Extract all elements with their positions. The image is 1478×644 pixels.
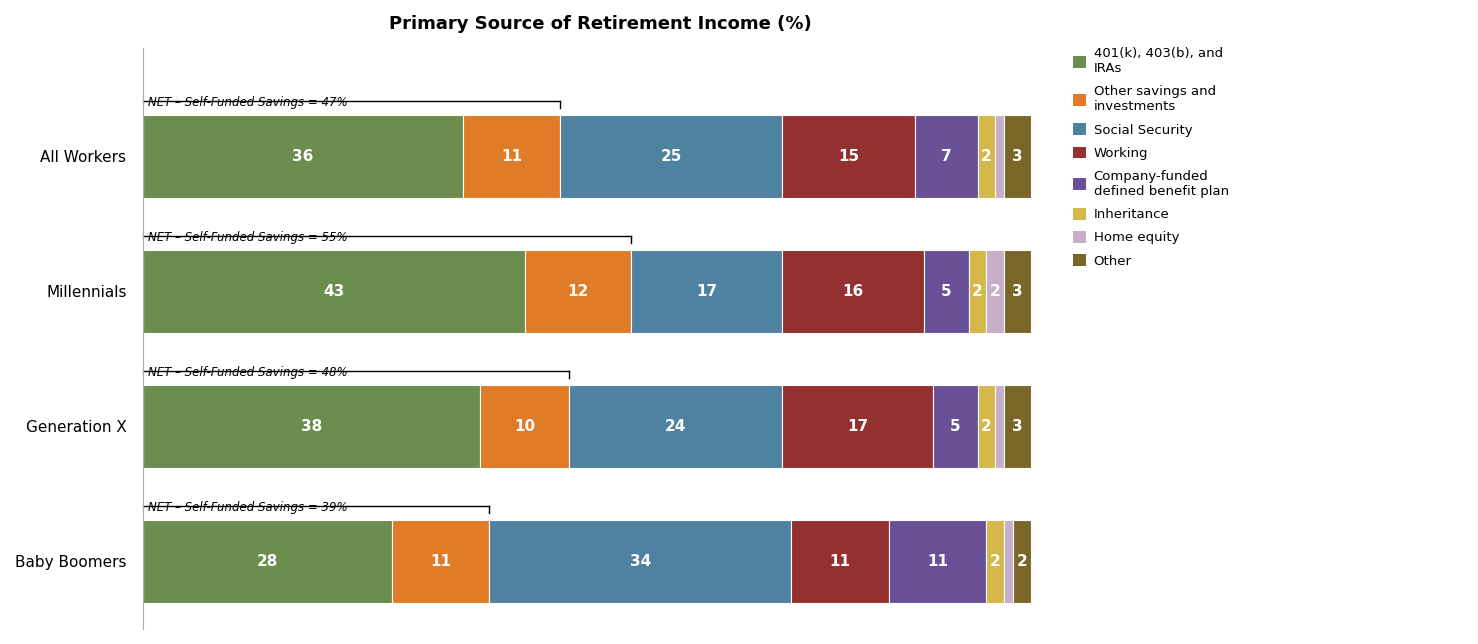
Bar bbox=[1004, 520, 1012, 603]
Bar bbox=[143, 520, 392, 603]
Bar bbox=[489, 520, 791, 603]
Text: 3: 3 bbox=[1012, 419, 1023, 434]
Text: 25: 25 bbox=[661, 149, 681, 164]
Legend: 401(k), 403(b), and
IRAs, Other savings and
investments, Social Security, Workin: 401(k), 403(b), and IRAs, Other savings … bbox=[1069, 43, 1233, 272]
Text: 12: 12 bbox=[568, 284, 588, 299]
Text: 2: 2 bbox=[1017, 554, 1027, 569]
Bar bbox=[977, 115, 995, 198]
Bar bbox=[143, 115, 463, 198]
Text: 24: 24 bbox=[665, 419, 686, 434]
Text: 5: 5 bbox=[950, 419, 961, 434]
Bar bbox=[995, 384, 1004, 468]
Text: 11: 11 bbox=[829, 554, 850, 569]
Bar bbox=[463, 115, 560, 198]
Bar bbox=[782, 250, 924, 334]
Text: NET – Self-Funded Savings = 55%: NET – Self-Funded Savings = 55% bbox=[148, 231, 347, 244]
Bar bbox=[560, 115, 782, 198]
Text: 3: 3 bbox=[1012, 284, 1023, 299]
Bar bbox=[480, 384, 569, 468]
Text: 36: 36 bbox=[293, 149, 313, 164]
Text: 11: 11 bbox=[501, 149, 522, 164]
Bar bbox=[1004, 384, 1030, 468]
Bar bbox=[791, 520, 888, 603]
Bar bbox=[631, 250, 782, 334]
Text: 43: 43 bbox=[324, 284, 344, 299]
Bar bbox=[1004, 250, 1030, 334]
Bar bbox=[888, 520, 986, 603]
Bar bbox=[986, 520, 1004, 603]
Text: 38: 38 bbox=[302, 419, 322, 434]
Bar bbox=[995, 115, 1004, 198]
Text: 15: 15 bbox=[838, 149, 859, 164]
Bar bbox=[1012, 520, 1030, 603]
Text: 3: 3 bbox=[1012, 149, 1023, 164]
Bar bbox=[1004, 115, 1030, 198]
Text: 5: 5 bbox=[941, 284, 952, 299]
Bar bbox=[977, 384, 995, 468]
Text: NET – Self-Funded Savings = 47%: NET – Self-Funded Savings = 47% bbox=[148, 96, 347, 109]
Text: NET – Self-Funded Savings = 48%: NET – Self-Funded Savings = 48% bbox=[148, 366, 347, 379]
Text: 2: 2 bbox=[981, 419, 992, 434]
Text: 16: 16 bbox=[842, 284, 865, 299]
Bar bbox=[924, 250, 968, 334]
Text: 11: 11 bbox=[430, 554, 451, 569]
Text: 2: 2 bbox=[990, 284, 1001, 299]
Title: Primary Source of Retirement Income (%): Primary Source of Retirement Income (%) bbox=[389, 15, 811, 33]
Bar bbox=[986, 250, 1004, 334]
Bar bbox=[143, 384, 480, 468]
Bar bbox=[915, 115, 977, 198]
Bar bbox=[782, 115, 915, 198]
Text: 2: 2 bbox=[990, 554, 1001, 569]
Bar bbox=[143, 250, 525, 334]
Bar bbox=[933, 384, 977, 468]
Bar bbox=[569, 384, 782, 468]
Text: 11: 11 bbox=[927, 554, 947, 569]
Bar bbox=[968, 250, 986, 334]
Text: NET – Self-Funded Savings = 39%: NET – Self-Funded Savings = 39% bbox=[148, 501, 347, 515]
Text: 17: 17 bbox=[847, 419, 868, 434]
Text: 34: 34 bbox=[630, 554, 650, 569]
Bar bbox=[782, 384, 933, 468]
Text: 10: 10 bbox=[514, 419, 535, 434]
Text: 28: 28 bbox=[257, 554, 278, 569]
Bar bbox=[392, 520, 489, 603]
Text: 17: 17 bbox=[696, 284, 717, 299]
Bar bbox=[525, 250, 631, 334]
Text: 2: 2 bbox=[981, 149, 992, 164]
Text: 2: 2 bbox=[973, 284, 983, 299]
Text: 7: 7 bbox=[941, 149, 952, 164]
